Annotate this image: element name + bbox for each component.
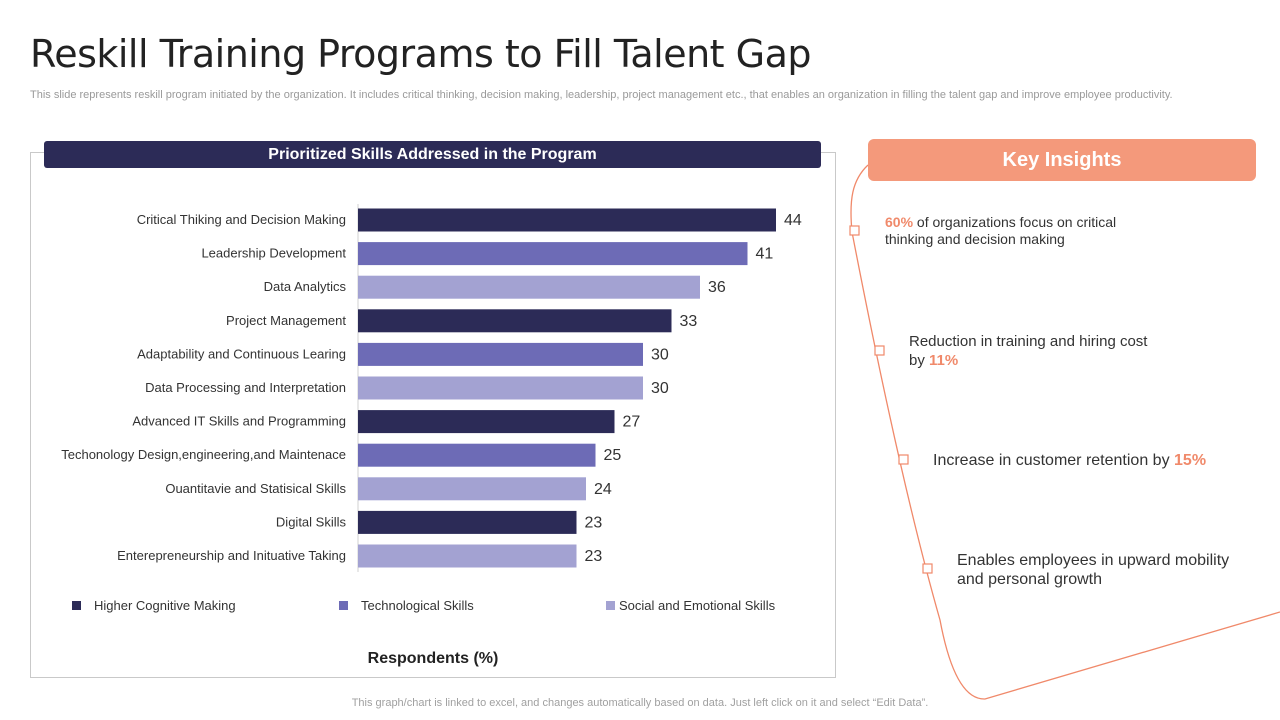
footnote: This graph/chart is linked to excel, and… [351, 697, 929, 709]
category-label: Critical Thiking and Decision Making [137, 212, 346, 227]
bar-chart: Critical Thiking and Decision Making 44 Le… [61, 204, 802, 572]
insight-4-text: Enables employees in upward mobility and… [957, 552, 1230, 588]
data-label: 25 [604, 447, 622, 464]
bar [358, 208, 776, 232]
category-label: Project Management [226, 313, 346, 328]
insight-4: Enables employees in upward mobility and… [957, 551, 1247, 589]
data-label: 41 [756, 246, 774, 263]
x-axis-label: Respondents (%) [367, 650, 499, 667]
bar [358, 477, 586, 501]
insight-1-text: of organizations focus on critical think… [885, 214, 1117, 247]
category-label: Leadership Development [201, 246, 346, 261]
insight-2-text: Reduction in training and hiring cost by [909, 333, 1148, 369]
data-label: 44 [784, 212, 802, 229]
bar [358, 410, 615, 434]
category-label: Adaptability and Continuous Learing [137, 346, 346, 361]
chart-title: Prioritized Skills Addressed in the Prog… [44, 141, 821, 168]
data-label: 30 [651, 380, 669, 397]
data-label: 27 [623, 414, 641, 431]
insight-2: Reduction in training and hiring cost by… [909, 332, 1149, 370]
bar [358, 275, 700, 299]
insight-marker [849, 225, 860, 236]
bar [358, 309, 672, 333]
insight-2-highlight: 11% [929, 352, 959, 369]
bar [358, 342, 643, 366]
insight-marker [898, 454, 909, 465]
data-label: 23 [585, 514, 603, 531]
insight-marker [874, 345, 885, 356]
insight-1: 60% of organizations focus on critical t… [885, 214, 1165, 248]
category-label: Enterepreneurship and Inituative Taking [117, 548, 346, 563]
category-label: Advanced IT Skills and Programming [132, 414, 346, 429]
legend-item-technological: Technological Skills [339, 598, 474, 613]
insight-3-text: Increase in customer retention by [933, 452, 1175, 469]
insight-marker [922, 563, 933, 574]
data-label: 30 [651, 346, 669, 363]
legend-label: Technological Skills [361, 598, 474, 613]
page-subtitle: This slide represents reskill program in… [30, 89, 1173, 101]
legend-label: Social and Emotional Skills [619, 598, 776, 613]
insight-3: Increase in customer retention by 15% [933, 451, 1253, 470]
page-title: Reskill Training Programs to Fill Talent… [30, 32, 812, 76]
legend-item-social-emotional: Social and Emotional Skills [606, 598, 775, 613]
category-label: Data Processing and Interpretation [145, 380, 346, 395]
data-label: 23 [585, 548, 603, 565]
data-label: 36 [708, 279, 726, 296]
category-label: Ouantitavie and Statisical Skills [165, 481, 346, 496]
insight-3-highlight: 15% [1174, 452, 1207, 469]
legend-item-higher-cognitive: Higher Cognitive Making [72, 598, 236, 613]
bar [358, 544, 577, 568]
bar [358, 510, 577, 534]
bar [358, 443, 596, 467]
key-insights-header: Key Insights [868, 139, 1256, 181]
category-label: Techonology Design,engineering,and Maint… [61, 447, 346, 462]
bar [358, 242, 748, 266]
data-label: 33 [680, 313, 698, 330]
bar [358, 376, 643, 400]
data-label: 24 [594, 481, 612, 498]
legend-label: Higher Cognitive Making [94, 598, 236, 613]
legend-swatch [339, 601, 348, 610]
category-label: Data Analytics [264, 279, 347, 294]
insight-1-highlight: 60% [885, 214, 914, 230]
legend-swatch [72, 601, 81, 610]
category-label: Digital Skills [276, 514, 347, 529]
legend-swatch [606, 601, 615, 610]
